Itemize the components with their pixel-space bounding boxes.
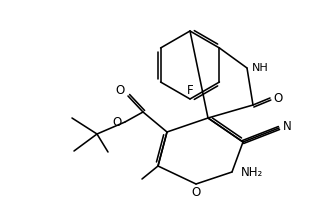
Text: O: O — [112, 116, 122, 130]
Text: O: O — [273, 92, 283, 104]
Text: NH₂: NH₂ — [241, 167, 263, 180]
Text: NH: NH — [252, 63, 268, 73]
Text: N: N — [283, 121, 291, 134]
Text: O: O — [115, 84, 125, 98]
Text: O: O — [191, 186, 201, 200]
Text: F: F — [187, 84, 193, 97]
